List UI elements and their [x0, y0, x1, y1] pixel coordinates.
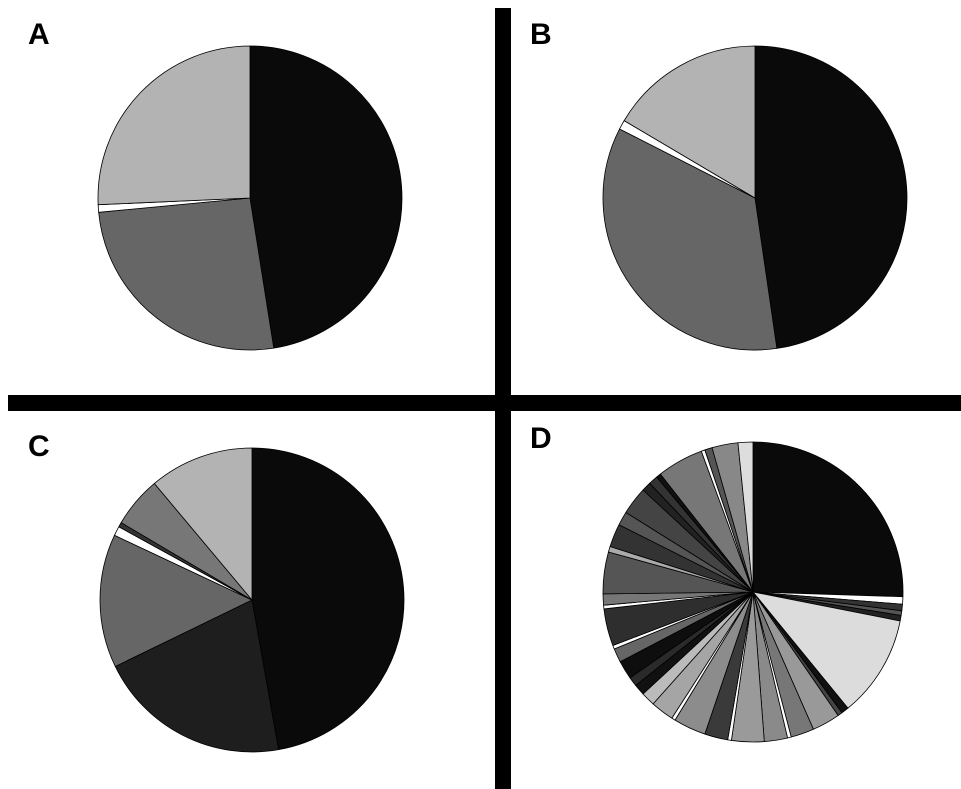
pie-slice	[752, 591, 901, 709]
pie-slice	[153, 447, 253, 601]
pie-slice	[623, 45, 756, 199]
pie-slice	[602, 128, 778, 351]
pie-slice	[114, 599, 280, 753]
pie-slice	[99, 534, 253, 667]
pie-slice	[249, 45, 403, 349]
panel-title: A	[28, 18, 50, 51]
pie-slice	[251, 447, 405, 751]
pie-slice	[752, 441, 904, 598]
pie-slice	[97, 45, 251, 206]
pie-slice	[737, 441, 754, 593]
horizontal-divider	[8, 395, 961, 411]
panel-title: D	[530, 422, 552, 455]
panel-title: C	[28, 430, 50, 463]
panel-title: B	[530, 18, 552, 51]
pie-slice	[754, 45, 908, 349]
pie-slice	[98, 197, 275, 351]
